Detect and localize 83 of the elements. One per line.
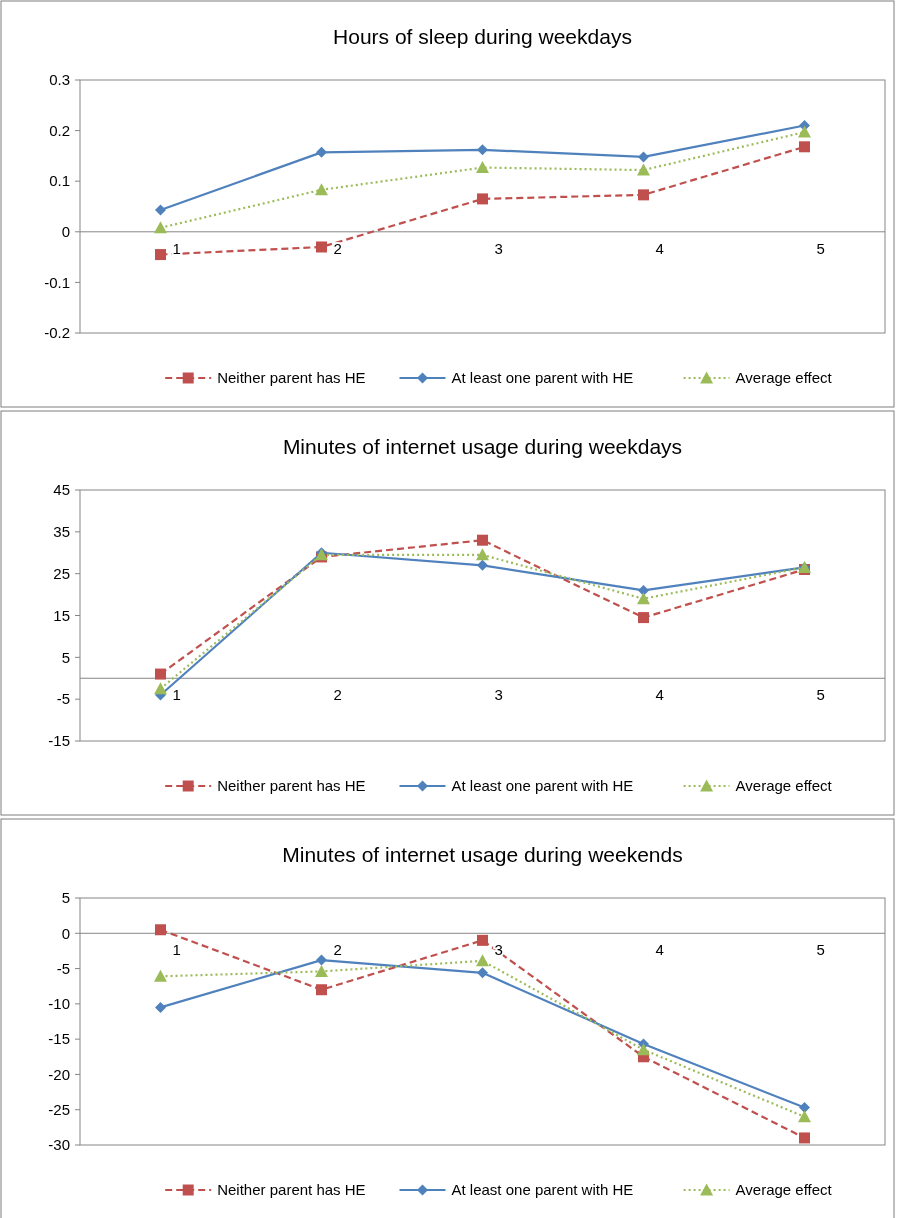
legend-label: Average effect — [735, 369, 833, 387]
point — [315, 964, 328, 977]
point — [154, 682, 167, 695]
legend-label: At least one parent with HE — [451, 1181, 634, 1199]
point — [477, 934, 488, 946]
y-tick-label: -20 — [48, 1065, 70, 1083]
chart-title: Minutes of internet usage during weekdays — [282, 435, 683, 458]
x-tick-label: 3 — [494, 686, 503, 704]
x-tick-label: 4 — [655, 239, 664, 257]
y-tick-label: 0.2 — [49, 121, 70, 139]
y-tick-label: 35 — [53, 523, 70, 541]
legend-label: At least one parent with HE — [451, 777, 634, 795]
y-tick-label: -5 — [56, 959, 70, 977]
x-tick-label: 2 — [333, 941, 342, 959]
x-tick-label: 3 — [494, 941, 503, 959]
x-tick-label: 2 — [333, 686, 342, 704]
point — [638, 584, 649, 596]
point — [637, 592, 650, 605]
x-tick-label: 1 — [172, 941, 181, 959]
y-tick-label: 15 — [53, 606, 70, 624]
x-tick-label: 5 — [816, 686, 825, 704]
x-tick-label: 4 — [655, 686, 664, 704]
point — [477, 193, 488, 205]
y-tick-label: -25 — [48, 1100, 70, 1118]
point — [155, 204, 166, 216]
point — [799, 141, 810, 153]
point — [638, 612, 649, 624]
point — [477, 534, 488, 546]
legend-label: Neither parent has HE — [217, 369, 366, 387]
x-tick-label: 4 — [655, 941, 664, 959]
y-tick-label: -0.1 — [44, 273, 70, 291]
point — [477, 144, 488, 156]
point — [316, 954, 327, 966]
point — [799, 1102, 810, 1114]
point — [155, 924, 166, 936]
point — [798, 125, 811, 138]
y-tick-label: 0.3 — [49, 71, 70, 89]
point — [315, 183, 328, 196]
point — [799, 1132, 810, 1144]
chart-title: Hours of sleep during weekdays — [333, 25, 632, 48]
point — [316, 146, 327, 158]
y-tick-label: 0 — [61, 924, 70, 942]
legend-label: Neither parent has HE — [217, 777, 366, 795]
point — [476, 161, 489, 174]
x-tick-label: 1 — [172, 239, 181, 257]
x-tick-label: 5 — [816, 239, 825, 257]
x-tick-label: 5 — [816, 941, 825, 959]
legend-label: Average effect — [735, 777, 833, 795]
y-tick-label: 45 — [53, 481, 70, 499]
y-tick-label: -15 — [48, 732, 70, 750]
y-tick-label: -15 — [48, 1030, 70, 1048]
point — [477, 559, 488, 571]
y-tick-label: 25 — [53, 564, 70, 582]
point — [155, 668, 166, 680]
legend-label: Neither parent has HE — [217, 1181, 366, 1199]
y-tick-label: 5 — [61, 648, 70, 666]
point — [316, 241, 327, 253]
legend-label: Average effect — [735, 1181, 833, 1199]
point — [798, 1110, 811, 1123]
x-tick-label: 2 — [333, 239, 342, 257]
point — [155, 1001, 166, 1013]
y-tick-label: -5 — [56, 690, 70, 708]
point — [637, 1043, 650, 1056]
point — [638, 151, 649, 163]
point — [316, 984, 327, 996]
y-tick-label: 0.1 — [49, 172, 70, 190]
x-tick-label: 3 — [494, 239, 503, 257]
point — [637, 163, 650, 176]
y-tick-label: -30 — [48, 1136, 70, 1154]
point — [154, 969, 167, 982]
y-tick-label: 0 — [61, 223, 70, 241]
chart-title: Minutes of internet usage during weekends — [282, 843, 683, 866]
legend-label: At least one parent with HE — [451, 369, 634, 387]
point — [638, 189, 649, 201]
point — [477, 967, 488, 979]
point — [154, 221, 167, 234]
x-tick-label: 1 — [172, 686, 181, 704]
y-tick-label: -10 — [48, 995, 70, 1013]
point — [155, 249, 166, 261]
point — [476, 548, 489, 561]
y-tick-label: 5 — [61, 889, 70, 907]
y-tick-label: -0.2 — [44, 324, 70, 342]
point — [476, 954, 489, 967]
